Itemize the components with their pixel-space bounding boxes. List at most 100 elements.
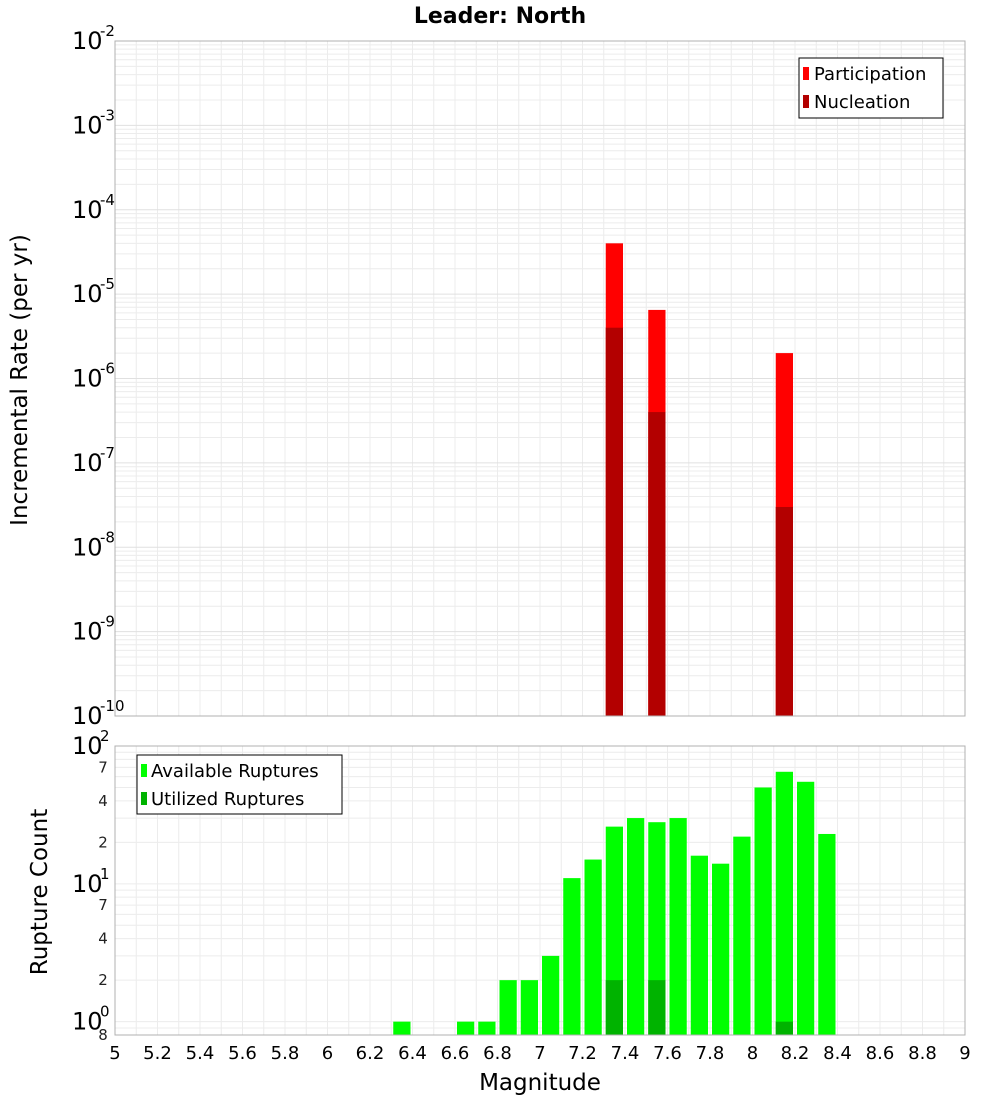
- top-legend: Participation Nucleation: [798, 57, 944, 119]
- top-y-tick-exponent: -6: [100, 360, 115, 378]
- nucleation-bar: [648, 412, 666, 716]
- utilized-ruptures-bar: [775, 1021, 793, 1035]
- available-ruptures-bar: [457, 1021, 475, 1035]
- top-y-tick-base: 10: [72, 533, 103, 561]
- top-y-tick-exponent: -8: [100, 528, 115, 546]
- bottom-plot-border: [114, 745, 966, 1036]
- top-y-tick-exponent: -3: [100, 106, 115, 124]
- bottom-y-tick-base: 10: [72, 870, 103, 898]
- top-plot-border: [114, 40, 966, 717]
- x-tick-label: 8.4: [823, 1043, 852, 1064]
- legend-swatch-participation: [803, 67, 809, 80]
- available-ruptures-bar: [669, 818, 687, 1035]
- bottom-y-tick-exponent: 2: [100, 727, 110, 745]
- legend-label-nucleation: Nucleation: [814, 92, 910, 113]
- x-tick-label: 8.2: [781, 1043, 810, 1064]
- x-tick-label: 7.4: [611, 1043, 640, 1064]
- top-y-tick-base: 10: [72, 27, 103, 55]
- top-y-tick-base: 10: [72, 449, 103, 477]
- bottom-y-axis-label: Rupture Count: [27, 809, 53, 975]
- x-tick-label: 7.8: [696, 1043, 725, 1064]
- top-y-tick-base: 10: [72, 702, 103, 730]
- top-y-tick-exponent: -10: [100, 697, 125, 715]
- available-ruptures-bar: [520, 980, 538, 1035]
- bottom-y-minor-tick-label: 2: [98, 971, 108, 989]
- x-tick-label: 5.2: [143, 1043, 172, 1064]
- available-ruptures-bar: [818, 833, 836, 1035]
- legend-label-utilized: Utilized Ruptures: [151, 789, 304, 810]
- available-ruptures-bar: [712, 863, 730, 1035]
- bottom-bars: [393, 771, 836, 1035]
- x-tick-label: 8: [747, 1043, 758, 1064]
- available-ruptures-bar: [499, 980, 517, 1035]
- x-tick-label: 5.8: [271, 1043, 300, 1064]
- bottom-y-minor-tick-label: 8: [98, 1026, 108, 1044]
- nucleation-bar: [775, 506, 793, 716]
- x-tick-label: 5.4: [186, 1043, 215, 1064]
- x-tick-label: 6: [322, 1043, 333, 1064]
- x-tick-label: 5: [109, 1043, 120, 1064]
- bottom-x-ticks: 5 5.2 5.4 5.6 5.8 6 6.2 6.4 6.6 6.8 7 7.2 7.4 7.6 7.8 8…: [109, 1043, 970, 1064]
- top-y-tick-base: 10: [72, 365, 103, 393]
- x-axis-label: Magnitude: [479, 1070, 601, 1096]
- top-y-axis-label: Incremental Rate (per yr): [7, 234, 33, 526]
- top-y-tick-base: 10: [72, 280, 103, 308]
- available-ruptures-bar: [542, 955, 560, 1035]
- x-tick-label: 6.4: [398, 1043, 427, 1064]
- bottom-legend: Available Ruptures Utilized Ruptures: [136, 754, 343, 815]
- top-y-tick-exponent: -5: [100, 275, 115, 293]
- available-ruptures-bar: [563, 878, 581, 1035]
- available-ruptures-bar: [775, 771, 793, 1035]
- available-ruptures-bar: [393, 1021, 411, 1035]
- x-tick-label: 8.8: [908, 1043, 937, 1064]
- chart-title: Leader: North: [414, 4, 586, 29]
- x-tick-label: 6.8: [483, 1043, 512, 1064]
- top-y-tick-exponent: -9: [100, 613, 115, 631]
- utilized-ruptures-bar: [605, 980, 623, 1035]
- bottom-y-minor-tick-label: 2: [98, 833, 108, 851]
- top-panel-group: Leader: North Incremental Rate (per yr) …: [7, 4, 966, 730]
- legend-swatch-utilized: [141, 792, 147, 805]
- available-ruptures-bar: [733, 836, 751, 1035]
- available-ruptures-bar: [627, 818, 645, 1035]
- top-bars: [605, 243, 793, 717]
- legend-label-participation: Participation: [814, 64, 926, 85]
- available-ruptures-bar: [754, 787, 772, 1035]
- bottom-y-tick-base: 10: [72, 732, 103, 760]
- bottom-y-tick-exponent: 1: [100, 865, 110, 883]
- bottom-y-minor-tick-label: 4: [98, 930, 108, 948]
- bottom-legend-box: [136, 754, 343, 815]
- available-ruptures-bar: [797, 781, 815, 1035]
- x-tick-label: 5.6: [228, 1043, 257, 1064]
- x-tick-label: 7.6: [653, 1043, 682, 1064]
- legend-swatch-available: [141, 764, 147, 777]
- available-ruptures-bar: [690, 855, 708, 1035]
- bottom-y-tick-base: 10: [72, 1008, 103, 1036]
- top-legend-box: [798, 57, 944, 119]
- x-tick-label: 8.6: [866, 1043, 895, 1064]
- bottom-y-minor-tick-label: 7: [98, 896, 108, 914]
- top-y-tick-base: 10: [72, 618, 103, 646]
- available-ruptures-bar: [584, 859, 602, 1035]
- legend-swatch-nucleation: [803, 95, 809, 108]
- bottom-y-minor-tick-label: 7: [98, 758, 108, 776]
- utilized-ruptures-bar: [648, 980, 666, 1035]
- top-grid: [114, 41, 966, 717]
- x-tick-label: 7.2: [568, 1043, 597, 1064]
- top-y-tick-base: 10: [72, 111, 103, 139]
- top-y-tick-base: 10: [72, 196, 103, 224]
- x-tick-label: 9: [959, 1043, 970, 1064]
- top-y-tick-exponent: -4: [100, 191, 115, 209]
- top-y-tick-exponent: -7: [100, 444, 115, 462]
- bottom-y-tick-exponent: 0: [100, 1003, 110, 1021]
- available-ruptures-bar: [478, 1021, 496, 1035]
- x-tick-label: 7: [534, 1043, 545, 1064]
- legend-label-available: Available Ruptures: [151, 761, 319, 782]
- x-tick-label: 6.6: [441, 1043, 470, 1064]
- top-y-tick-exponent: -2: [100, 22, 115, 40]
- x-tick-label: 6.2: [356, 1043, 385, 1064]
